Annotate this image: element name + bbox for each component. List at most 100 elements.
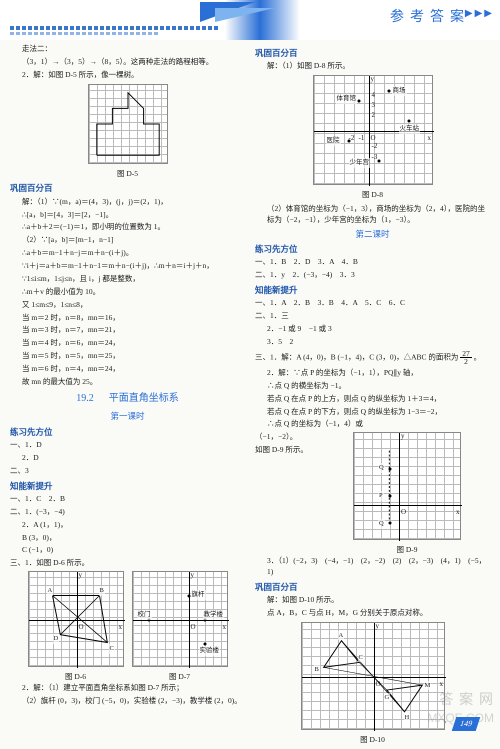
header-arrows-icon: ▶▶▶ xyxy=(465,8,494,19)
text-line: 当 m＝4 时，n＝6，mn＝24， xyxy=(10,338,245,349)
figure-d9-label: 图 D-9 xyxy=(353,545,461,556)
text-line: 3．5 2 xyxy=(255,337,490,348)
section-heading: 巩固百分百 xyxy=(255,581,490,593)
text-line: 一、1．B 2．D 3．A 4．B xyxy=(255,257,490,268)
figure-row: x y O A B C D 图 D-6 xyxy=(10,571,245,683)
point-label: 少年宫 xyxy=(349,158,371,167)
figure-d5-label: 图 D-5 xyxy=(10,169,245,180)
text-span: 。 xyxy=(474,353,482,362)
text-line: 如图 D-9 所示。 xyxy=(255,445,347,456)
figure-d8-label: 图 D-8 xyxy=(255,190,490,201)
point-label: 旗杆 xyxy=(191,590,206,599)
point-label: M xyxy=(424,681,432,690)
text-line: ∴点 Q 的坐标为（−1，4）或 xyxy=(255,419,490,430)
text-line: 当 m＝6 时，n＝4，mn＝24， xyxy=(10,364,245,375)
point-label: Q xyxy=(378,519,385,528)
lesson-label: 第一课时 xyxy=(10,410,245,422)
text-line: 走法二： xyxy=(10,44,245,55)
text-line: （2）体育馆的坐标为（−1，3），商场的坐标为（2，4），医院的坐标为（−2，−… xyxy=(255,204,490,226)
text-line: 又 1≤m≤9，1≤n≤8， xyxy=(10,300,245,311)
tick-label: 2 xyxy=(372,110,376,120)
text-line: ∵i＋j＝a＋b＝m−1＋n−1＝m＋n−(i＋j)，∴m＋n＝i＋j＋n， xyxy=(10,261,245,272)
figure-d5: 图 D-5 xyxy=(10,84,245,180)
figure-d6-label: 图 D-6 xyxy=(28,672,124,683)
figure-d9: x y O Q P Q 图 D-9 xyxy=(353,432,461,556)
text-line: 解：（1）如图 D-8 所示。 xyxy=(255,61,490,72)
header-title: 参考答案 xyxy=(390,6,470,26)
point-label: 商场 xyxy=(392,86,407,95)
page-number: 149 xyxy=(452,717,481,731)
figure-d10-label: 图 D-10 xyxy=(255,735,490,746)
point-label: Q xyxy=(378,463,385,472)
text-line: 三、1．如图 D-6 所示。 xyxy=(10,558,245,569)
point-label: 实验楼 xyxy=(199,646,221,655)
point-label: A xyxy=(47,586,54,595)
axis-x-label: x xyxy=(428,133,432,143)
text-line: 一、1．D xyxy=(10,440,245,451)
text-line: 若点 Q 在点 P 的上方，则点 Q 的纵坐标为 1＋3＝4， xyxy=(255,394,490,405)
text-line: 解：（1）∵(m，a)＝(4，3)，(j，j)＝(2，1)， xyxy=(10,197,245,208)
text-line: （3，1）→（3，5）→（8，5）。这两种走法的路程相等。 xyxy=(10,57,245,68)
text-line: C (−1，0) xyxy=(10,545,245,556)
right-column: 巩固百分百 解：（1）如图 D-8 所示。 x y -1 -2 -2 -3 2 … xyxy=(255,44,490,749)
d10-polygons xyxy=(302,623,444,730)
figure-d7-label: 图 D-7 xyxy=(132,672,228,683)
point-label: B xyxy=(314,665,320,674)
text-line: （−1，−2）。 xyxy=(255,432,347,443)
page-header: 参考答案 ▶▶▶ xyxy=(0,0,500,40)
text-line: 三、1．解：A (4，0)，B (−1，4)，C (3，0)，△ABC 的面积为… xyxy=(255,350,490,366)
text-line: 一、1．C 2．B xyxy=(10,494,245,505)
point-label: 医院 xyxy=(326,136,341,145)
text-line: ∴m＋v 的最小值为 10。 xyxy=(10,287,245,298)
point-label: 校门 xyxy=(137,610,152,619)
text-line: ∴点 Q 的横坐标为 −1。 xyxy=(255,381,490,392)
section-heading: 巩固百分百 xyxy=(255,47,490,59)
figure-d7: x y O 旗杆 校门 教学楼 实验楼 图 D-7 xyxy=(132,571,228,683)
point-label: 教学楼 xyxy=(203,610,225,619)
text-line: 2．解：∵点 P 的坐标为（−1，1），PQ∥y 轴， xyxy=(255,368,490,379)
point-label: H xyxy=(404,713,411,722)
text-line: 点 A，B，C 与点 H，M，G 分别关于原点对称。 xyxy=(255,608,490,619)
point-label: B xyxy=(99,586,105,595)
tick-label: 4 xyxy=(372,90,376,100)
text-line: 2．解：（1）建立平面直角坐标系如图 D-7 所示； xyxy=(10,683,245,694)
point-label: D xyxy=(53,634,60,643)
text-line: 2．D xyxy=(10,453,245,464)
content-columns: 走法二： （3，1）→（3，5）→（8，5）。这两种走法的路程相等。 2．解：如… xyxy=(0,40,500,749)
text-line: 二、1．三 xyxy=(255,311,490,322)
origin-label: O xyxy=(191,622,196,632)
point-label: C xyxy=(109,644,115,653)
text-line: ∴a＋b＝m−1＋n−j＝m＋n−(i＋j)。 xyxy=(10,248,245,259)
point-label: A xyxy=(338,631,345,640)
text-line: B (3，0)， xyxy=(10,533,245,544)
text-line: 故 mn 的最大值为 25。 xyxy=(10,377,245,388)
tick-label: 3 xyxy=(372,100,376,110)
text-line: ∵1≤i≤m，1≤j≤n，且 i，j 都是整数， xyxy=(10,274,245,285)
axis-y-label: y xyxy=(371,74,375,84)
lesson-label: 第二课时 xyxy=(255,228,490,240)
point-label: P xyxy=(378,491,384,500)
text-line: 2．−1 或 9 −1 或 3 xyxy=(255,324,490,335)
text-line: 解：如图 D-10 所示。 xyxy=(255,595,490,606)
chapter-num: 19.2 xyxy=(76,393,94,404)
section-heading: 知能新提升 xyxy=(255,284,490,296)
point-label: 火车站 xyxy=(399,124,421,133)
text-line: ∴a＋b＋2＝(−1)＝1，即小明的位置数为 1。 xyxy=(10,222,245,233)
figure-d8: x y -1 -2 -2 -3 2 3 4 体育馆 商场 火车站 医院 少年宫 … xyxy=(255,75,490,201)
text-span: 三、1．解：A (4，0)，B (−1，4)，C (3，0)，△ABC 的面积为 xyxy=(255,353,458,362)
header-triangle-2 xyxy=(215,8,275,22)
text-line: （2）旗杆 (0，3)，校门 (−5，0)，实验楼 (2，−3)，教学楼 (2，… xyxy=(10,696,245,707)
text-line: ∴[a，b]＝[4，3]＝[2，−1]。 xyxy=(10,210,245,221)
chapter-title: 19.2 平面直角坐标系 xyxy=(10,392,245,407)
header-bar-2 xyxy=(10,32,160,35)
axis-x-label: x xyxy=(223,622,227,632)
text-line: 二、1．y 2．(−3，−4) 3．3 xyxy=(255,270,490,281)
text-line: 3．（1）(−2，3) (−4，−1) (2，−2) (2) (2，−3) (4… xyxy=(255,556,490,578)
section-heading: 练习先方位 xyxy=(10,426,245,438)
section-heading: 知能新提升 xyxy=(10,480,245,492)
text-line: 当 m＝3 时，n＝7，mn＝21， xyxy=(10,325,245,336)
axis-y-label: y xyxy=(191,570,195,580)
text-line: 当 m＝5 时，n＝5，mn＝25， xyxy=(10,351,245,362)
figure-d6: x y O A B C D 图 D-6 xyxy=(28,571,124,683)
tick-label: -1 xyxy=(359,133,365,143)
